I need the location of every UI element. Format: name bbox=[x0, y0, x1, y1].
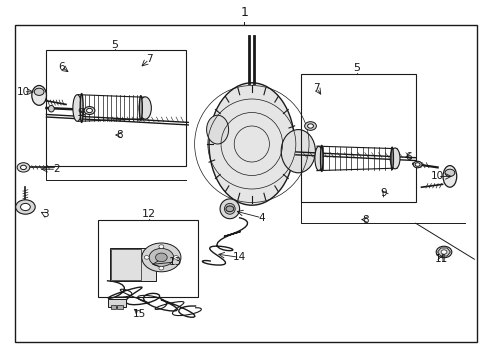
Circle shape bbox=[34, 88, 44, 95]
Ellipse shape bbox=[139, 96, 142, 120]
Bar bbox=[107, 299, 126, 307]
Ellipse shape bbox=[281, 130, 315, 173]
Bar bbox=[98, 220, 198, 297]
Circle shape bbox=[159, 266, 163, 270]
Ellipse shape bbox=[220, 199, 239, 219]
Circle shape bbox=[17, 163, 30, 172]
Circle shape bbox=[307, 124, 313, 128]
Text: 7: 7 bbox=[145, 54, 152, 64]
Circle shape bbox=[435, 246, 451, 258]
Text: 1: 1 bbox=[240, 6, 248, 19]
Circle shape bbox=[159, 245, 163, 248]
Ellipse shape bbox=[80, 94, 83, 122]
Text: 10: 10 bbox=[17, 87, 30, 97]
Circle shape bbox=[16, 200, 35, 214]
Bar bbox=[110, 248, 156, 281]
Text: 12: 12 bbox=[142, 209, 156, 219]
Bar bbox=[300, 74, 415, 202]
Ellipse shape bbox=[73, 95, 81, 121]
Circle shape bbox=[20, 165, 26, 170]
Text: 6: 6 bbox=[404, 152, 411, 162]
Bar bbox=[15, 25, 476, 342]
Ellipse shape bbox=[48, 105, 54, 112]
Text: 6: 6 bbox=[58, 62, 64, 72]
Bar bbox=[117, 305, 123, 309]
Circle shape bbox=[20, 203, 30, 211]
Ellipse shape bbox=[139, 97, 151, 119]
Bar bbox=[110, 305, 116, 309]
Text: 8: 8 bbox=[116, 130, 123, 140]
Circle shape bbox=[86, 108, 92, 113]
Text: 5: 5 bbox=[353, 63, 360, 73]
Ellipse shape bbox=[314, 146, 322, 171]
Circle shape bbox=[142, 243, 181, 272]
Circle shape bbox=[440, 250, 446, 254]
Text: 13: 13 bbox=[168, 257, 182, 267]
Ellipse shape bbox=[32, 86, 46, 105]
Text: 10: 10 bbox=[430, 171, 443, 181]
Text: 9: 9 bbox=[380, 188, 386, 198]
Ellipse shape bbox=[389, 148, 399, 169]
Circle shape bbox=[149, 248, 173, 266]
Circle shape bbox=[225, 206, 233, 212]
Circle shape bbox=[304, 122, 316, 130]
Text: 15: 15 bbox=[132, 309, 146, 319]
Text: 8: 8 bbox=[362, 215, 368, 225]
Text: 7: 7 bbox=[313, 83, 320, 93]
Circle shape bbox=[444, 169, 454, 176]
Ellipse shape bbox=[84, 107, 95, 114]
Text: 4: 4 bbox=[258, 213, 264, 223]
Text: 3: 3 bbox=[41, 209, 48, 219]
Text: 14: 14 bbox=[232, 252, 246, 262]
Text: 11: 11 bbox=[433, 254, 447, 264]
Ellipse shape bbox=[320, 145, 323, 171]
Ellipse shape bbox=[209, 83, 294, 205]
Text: 5: 5 bbox=[111, 40, 118, 50]
Circle shape bbox=[414, 163, 419, 166]
Text: 2: 2 bbox=[53, 164, 60, 174]
Text: 9: 9 bbox=[77, 108, 84, 118]
Ellipse shape bbox=[442, 166, 456, 187]
Bar bbox=[46, 50, 185, 166]
Ellipse shape bbox=[412, 161, 421, 168]
Circle shape bbox=[173, 256, 178, 259]
Circle shape bbox=[155, 253, 167, 262]
Circle shape bbox=[144, 256, 149, 259]
Ellipse shape bbox=[390, 147, 392, 170]
Ellipse shape bbox=[206, 115, 228, 144]
Bar bbox=[111, 249, 141, 280]
Ellipse shape bbox=[224, 203, 235, 214]
